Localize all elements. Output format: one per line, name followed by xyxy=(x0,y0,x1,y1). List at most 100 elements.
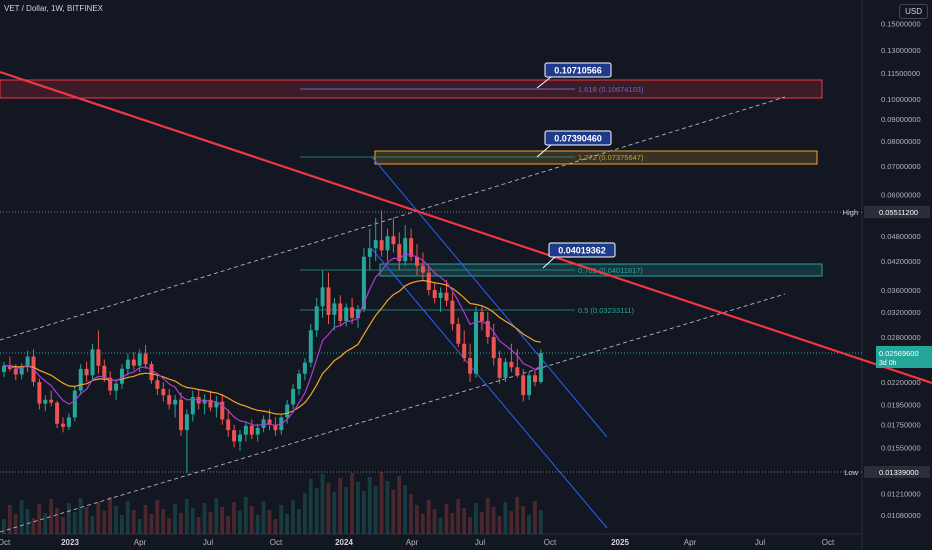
currency-button[interactable]: USD xyxy=(899,4,928,19)
candle-body xyxy=(19,367,24,375)
volume-bar xyxy=(61,517,65,534)
volume-bar xyxy=(302,493,307,534)
candle xyxy=(2,361,6,377)
volume-bar xyxy=(114,506,118,534)
candle xyxy=(167,388,172,410)
candle-body xyxy=(96,349,101,366)
candle xyxy=(456,317,461,348)
candle-body xyxy=(344,307,349,321)
candle xyxy=(385,228,390,262)
candle xyxy=(49,390,54,407)
target-label: 0.04019362 xyxy=(558,246,606,256)
candle-body xyxy=(332,303,337,315)
volume-bar xyxy=(426,500,431,534)
candle-body xyxy=(43,399,48,404)
candle xyxy=(214,396,219,418)
candle xyxy=(184,409,189,474)
volume-bar xyxy=(249,506,254,534)
candle-body xyxy=(238,434,242,442)
volume-bar xyxy=(267,510,272,534)
y-tick-label: 0.03600000 xyxy=(881,286,921,295)
y-tick-label: 0.03200000 xyxy=(881,308,921,317)
volume-bar xyxy=(326,483,331,534)
candle-body xyxy=(90,349,95,376)
y-tick-label: 0.04200000 xyxy=(881,257,921,266)
volume-bar xyxy=(415,505,419,534)
channel-lower-dashed xyxy=(0,293,786,533)
candle-body xyxy=(338,303,343,321)
x-tick-label: Apr xyxy=(684,538,697,547)
volume-bar xyxy=(491,507,496,534)
candle-body xyxy=(468,358,473,374)
volume-bar xyxy=(444,504,449,534)
candle xyxy=(538,349,543,384)
candle-body xyxy=(308,330,313,363)
volume-bar xyxy=(314,488,319,534)
candle xyxy=(462,330,467,362)
candle-body xyxy=(302,362,307,374)
volume-bar xyxy=(173,504,177,534)
volume-bar xyxy=(232,502,236,534)
y-tick-label: 0.08000000 xyxy=(881,137,921,146)
candle-body xyxy=(503,361,508,378)
candle-body xyxy=(66,417,71,427)
candle xyxy=(485,311,490,344)
candle xyxy=(533,368,537,387)
candle-body xyxy=(314,306,319,331)
last-price-value: 0.02569600 xyxy=(879,349,919,358)
candle xyxy=(84,361,89,382)
volume-bar xyxy=(462,508,466,534)
candle-body xyxy=(361,256,366,310)
candle xyxy=(332,297,337,331)
volume-bar xyxy=(533,501,537,534)
volume-bar xyxy=(350,473,354,534)
fib-label-05: 0.5 (0.03233111) xyxy=(578,306,635,315)
volume-bar xyxy=(137,519,142,534)
volume-bar xyxy=(2,519,6,534)
candle xyxy=(243,421,248,442)
x-tick-label: 2023 xyxy=(61,538,79,547)
candle-body xyxy=(155,380,160,389)
candle xyxy=(350,297,355,325)
volume-bar xyxy=(143,505,148,534)
volume-bar xyxy=(255,515,260,534)
volume-bar xyxy=(527,515,531,534)
price-marker-bg xyxy=(864,466,930,478)
y-tick-label: 0.11500000 xyxy=(881,69,920,78)
volume-bar xyxy=(479,512,484,534)
target-box xyxy=(544,130,612,146)
y-tick-label: 0.10000000 xyxy=(881,95,921,104)
candle-body xyxy=(161,388,166,396)
volume-bar xyxy=(338,478,343,534)
x-tick-label: Oct xyxy=(822,538,835,547)
price-marker-value: 0.05511200 xyxy=(879,208,918,217)
candle-body xyxy=(273,424,278,431)
target-pointer xyxy=(542,256,556,269)
volume-bar xyxy=(279,505,284,534)
candle xyxy=(96,330,101,374)
candle-body xyxy=(190,397,195,415)
y-tick-label: 0.06000000 xyxy=(881,191,921,200)
candle-body xyxy=(137,353,142,366)
candle-body xyxy=(373,240,378,249)
candle-body xyxy=(326,287,331,315)
candle-body xyxy=(2,365,6,373)
candle-body xyxy=(13,368,18,375)
candle xyxy=(297,369,301,396)
candle-body xyxy=(61,423,65,427)
volume-bar xyxy=(521,506,525,534)
target-box xyxy=(544,62,612,78)
candle-body xyxy=(379,240,384,251)
volume-bar xyxy=(108,497,112,534)
volume-bar xyxy=(179,513,183,534)
last-price-countdown: 3d 0h xyxy=(879,360,897,367)
volume-bar xyxy=(66,503,71,534)
candle-body xyxy=(420,265,425,273)
y-tick-label: 0.09000000 xyxy=(881,115,921,124)
y-tick-label: 0.02800000 xyxy=(881,333,921,342)
volume-bar xyxy=(238,511,242,534)
candle xyxy=(232,424,237,448)
candle-body xyxy=(403,238,408,262)
volume-bar xyxy=(503,502,508,534)
